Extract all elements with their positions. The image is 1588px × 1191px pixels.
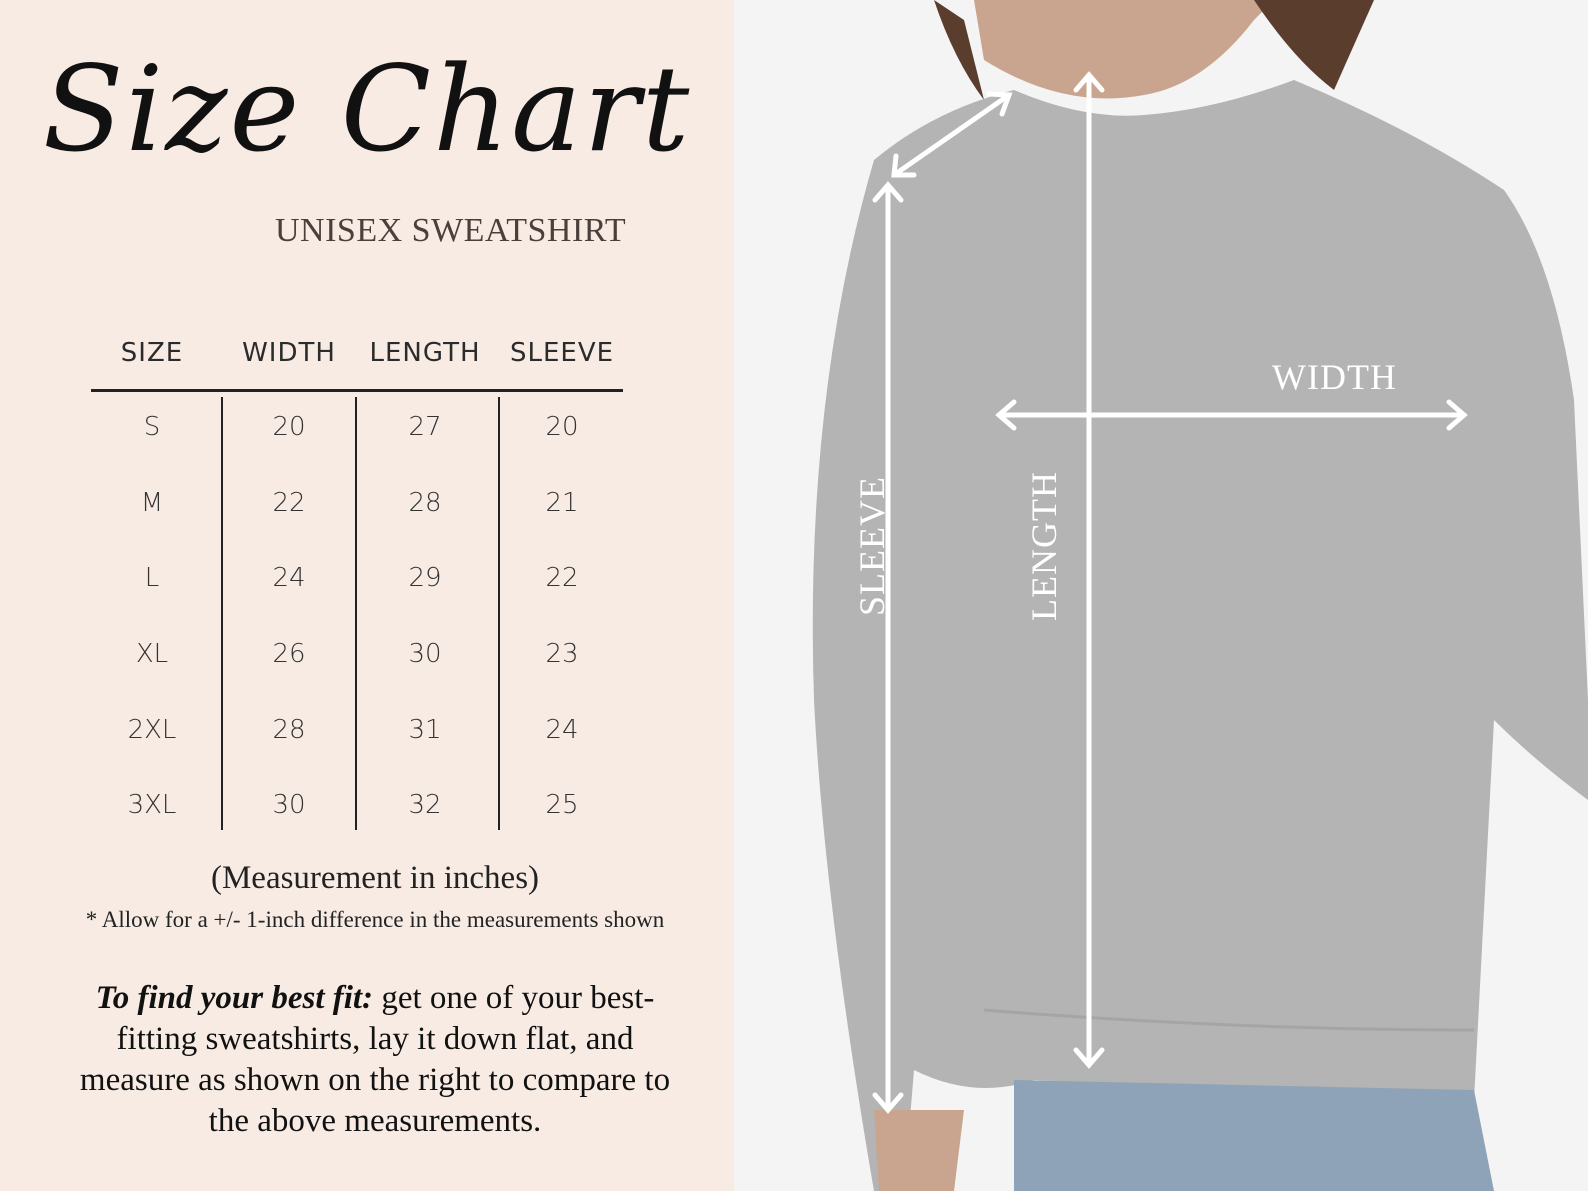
measurement-cell: 30 [408,639,442,669]
measurement-cell: 24 [272,563,306,593]
measurement-cell: 26 [272,639,306,669]
size-cell: M [140,488,164,518]
size-cell: 2XL [127,715,177,745]
measurement-arrows [872,71,1468,1114]
units-note: (Measurement in inches) [210,860,540,896]
fit-tip: To find your best fit: get one of your b… [60,978,690,1142]
sweatshirt-photo: WIDTH SLEEVE LENGTH [734,0,1588,1191]
measurement-cell: 25 [545,790,579,820]
column-divider [355,397,357,830]
size-cell: S [143,412,161,442]
length-label: LENGTH [1023,471,1064,621]
size-cell: XL [135,639,169,669]
size-cell: 3XL [127,790,177,820]
measurement-cell: 27 [408,412,442,442]
measurement-cell: 31 [408,715,442,745]
header-sleeve: SLEEVE [509,338,615,368]
header-length: LENGTH [369,338,481,368]
tolerance-note: * Allow for a +/- 1-inch difference in t… [85,907,665,932]
measurement-cell: 32 [408,790,442,820]
size-chart-panel: Size Chart UNISEX SWEATSHIRT SIZE WIDTH … [0,0,734,1191]
fit-tip-body: get one of your best-fitting sweatshirts… [79,980,671,1139]
measurement-cell: 24 [545,715,579,745]
column-divider [498,397,500,830]
fit-tip-lead: To find your best fit: [95,980,374,1016]
header-size: SIZE [120,338,184,368]
measurement-cell: 20 [545,412,579,442]
sweatshirt-illustration [812,0,1588,1191]
measurement-cell: 28 [408,488,442,518]
measurement-cell: 28 [272,715,306,745]
page-title: Size Chart [42,40,692,178]
header-width: WIDTH [242,338,336,368]
measurement-cell: 29 [408,563,442,593]
jeans [1014,1080,1494,1191]
sweatshirt-body [812,80,1588,1191]
sleeve-label: SLEEVE [851,476,892,616]
size-cell: L [144,563,160,593]
measurement-cell: 20 [272,412,306,442]
width-label: WIDTH [1272,357,1397,397]
neck-skin [974,0,1274,99]
column-divider [221,397,223,830]
measurement-cell: 23 [545,639,579,669]
measurement-cell: 21 [545,488,579,518]
subtitle: UNISEX SWEATSHIRT [275,212,627,249]
measurement-cell: 22 [272,488,306,518]
measurement-cell: 22 [545,563,579,593]
measurement-cell: 30 [272,790,306,820]
header-divider [91,389,623,392]
